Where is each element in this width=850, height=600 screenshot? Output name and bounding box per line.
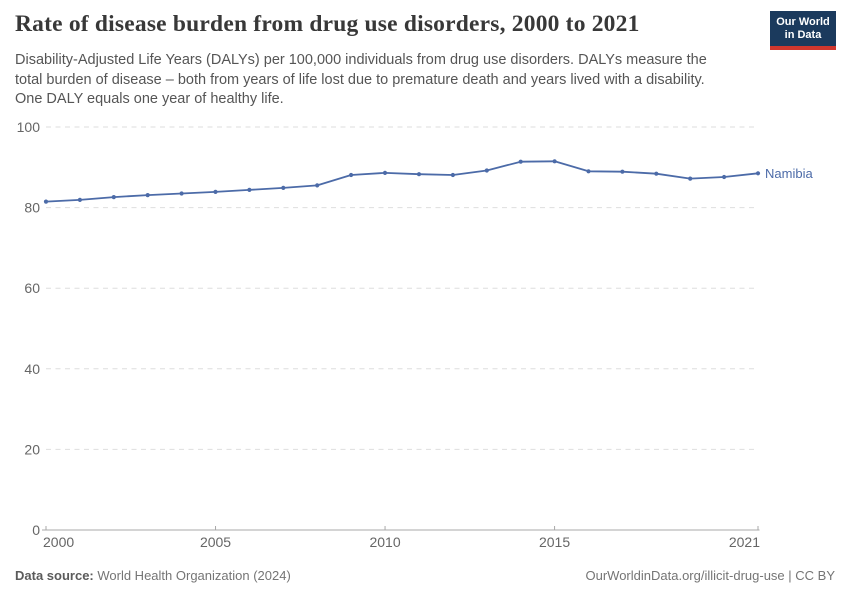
data-point [620, 169, 625, 174]
data-point [247, 187, 252, 192]
data-point [416, 172, 422, 177]
x-tick-label: 2021 [729, 534, 760, 550]
y-tick-label: 60 [24, 280, 40, 296]
data-point [315, 183, 320, 188]
data-point [77, 197, 82, 202]
y-tick-label: 20 [24, 441, 40, 457]
data-point [382, 170, 388, 175]
data-point [281, 185, 286, 190]
x-tick-label: 2005 [200, 534, 231, 550]
y-tick-label: 40 [24, 361, 40, 377]
x-tick-label: 2015 [539, 534, 570, 550]
data-source-label: Data source: [15, 568, 94, 583]
data-point [518, 159, 523, 164]
data-point [213, 189, 218, 194]
data-point [43, 199, 49, 204]
data-point [586, 169, 591, 174]
data-point [755, 171, 761, 176]
chart-footer: Data source: World Health Organization (… [15, 568, 835, 583]
data-point [179, 191, 184, 196]
owid-logo[interactable]: Our World in Data [770, 11, 836, 50]
data-point [484, 168, 489, 173]
page-title: Rate of disease burden from drug use dis… [15, 11, 640, 37]
data-source-text: World Health Organization (2024) [93, 568, 291, 583]
data-point [349, 172, 354, 178]
data-point [111, 195, 116, 200]
data-source-note: Data source: World Health Organization (… [15, 568, 291, 583]
data-point [552, 159, 557, 164]
y-tick-label: 0 [32, 522, 40, 538]
series-label: Namibia [765, 166, 813, 181]
x-tick-label: 2000 [43, 534, 74, 550]
credit-link[interactable]: OurWorldinData.org/illicit-drug-use | CC… [585, 568, 836, 583]
x-tick-label: 2010 [369, 534, 400, 550]
y-tick-label: 80 [24, 200, 40, 216]
data-line [45, 160, 759, 203]
data-point [688, 176, 693, 181]
data-point [145, 193, 150, 198]
data-point [722, 174, 727, 180]
y-tick-label: 100 [17, 119, 41, 135]
data-point [450, 172, 455, 178]
chart-subtitle: Disability-Adjusted Life Years (DALYs) p… [15, 52, 707, 107]
data-point [654, 171, 659, 176]
